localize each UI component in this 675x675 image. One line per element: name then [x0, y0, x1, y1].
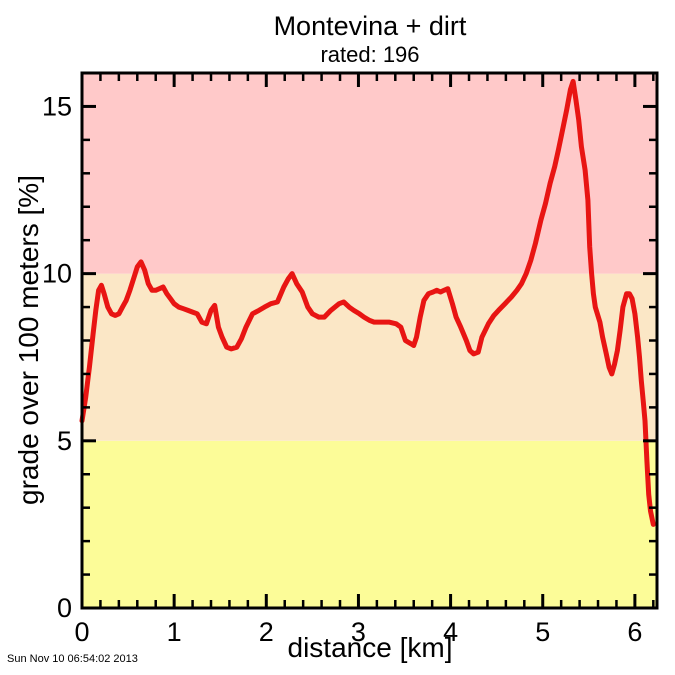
x-tick-label: 1	[167, 617, 182, 647]
x-axis-title: distance [km]	[288, 632, 453, 663]
band-low-0-5pct	[82, 440, 657, 608]
y-tick-label: 10	[42, 259, 72, 289]
band-high-10-16pct	[82, 73, 657, 274]
x-tick-label: 6	[627, 617, 642, 647]
x-tick-label: 5	[535, 617, 550, 647]
timestamp: Sun Nov 10 06:54:02 2013	[7, 653, 138, 665]
y-tick-label: 5	[57, 426, 72, 456]
y-tick-label: 15	[42, 91, 72, 121]
chart-title: Montevina + dirt	[274, 11, 467, 41]
x-tick-label: 3	[351, 617, 366, 647]
chart-subtitle: rated: 196	[320, 42, 419, 67]
grade-line	[79, 78, 656, 527]
x-tick-label: 2	[259, 617, 274, 647]
axes: 0 1 2 3 4 5 6 0 5 10 15	[42, 71, 659, 647]
x-tick-label: 4	[443, 617, 458, 647]
grade-zone-bands	[82, 73, 657, 608]
y-tick-label: 0	[57, 593, 72, 623]
x-tick-label: 0	[74, 617, 89, 647]
y-axis-title: grade over 100 meters [%]	[13, 175, 44, 505]
band-mid-5-10pct	[82, 273, 657, 441]
